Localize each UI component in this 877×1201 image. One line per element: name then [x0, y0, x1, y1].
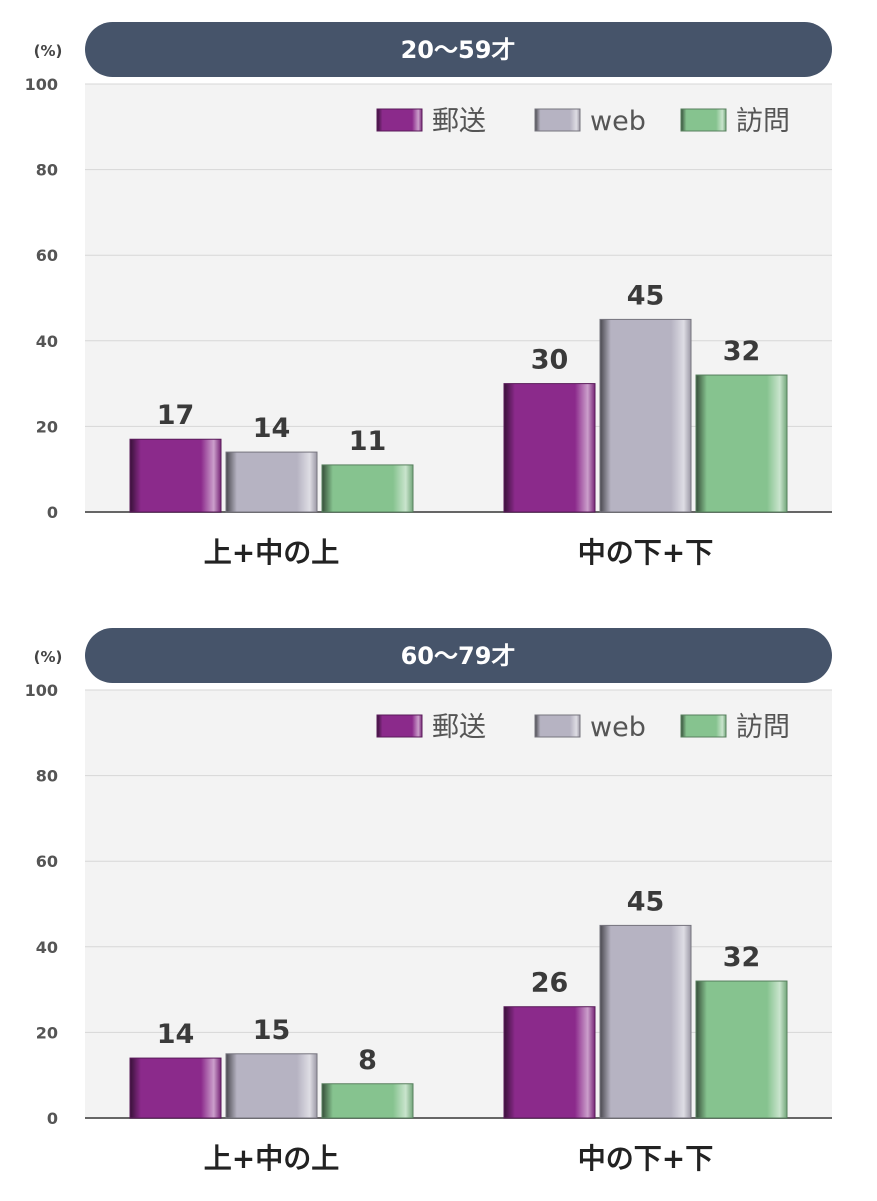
y-tick-label: 60 — [36, 852, 58, 871]
x-category-label: 中の下+下 — [578, 1142, 713, 1175]
bar-web-1 — [225, 451, 318, 513]
legend-swatch-visit — [680, 714, 727, 738]
chart-title: 20〜59才 — [401, 36, 516, 64]
data-label: 45 — [627, 886, 665, 917]
legend-label: web — [590, 106, 646, 137]
y-tick-label: 20 — [36, 417, 58, 436]
legend: 郵送 web 訪問 — [376, 712, 790, 743]
bar-mail-1 — [129, 438, 222, 513]
data-label: 14 — [157, 1019, 195, 1050]
legend: 郵送 web 訪問 — [376, 106, 790, 137]
chart-title-bar — [85, 628, 832, 683]
chart-panel-2: 60〜79才 (%) 0 20 40 60 80 100 14 15 8 上+中の上 26 45 32 中の下… — [25, 628, 832, 1175]
x-category-label: 上+中の上 — [204, 536, 339, 569]
y-tick-label: 100 — [25, 75, 58, 94]
gridlines — [85, 689, 832, 1033]
legend-label: 訪問 — [736, 106, 790, 137]
data-label: 17 — [157, 400, 195, 431]
legend-label: 郵送 — [432, 712, 486, 743]
legend-swatch-mail — [376, 108, 423, 132]
bar-web-2 — [599, 924, 692, 1119]
legend-swatch-mail — [376, 714, 423, 738]
chart-title-bar — [85, 22, 832, 77]
data-label: 26 — [531, 968, 569, 999]
y-tick-label: 20 — [36, 1023, 58, 1042]
bar-mail-2 — [503, 383, 596, 513]
data-label: 32 — [723, 336, 761, 367]
legend-swatch-web — [534, 714, 581, 738]
data-label: 15 — [253, 1015, 291, 1046]
data-label: 45 — [627, 280, 665, 311]
y-tick-label: 0 — [47, 503, 58, 522]
y-tick-label: 40 — [36, 332, 58, 351]
y-tick-label: 0 — [47, 1109, 58, 1128]
legend-label: 訪問 — [736, 712, 790, 743]
legend-label: 郵送 — [432, 106, 486, 137]
bar-mail-1 — [129, 1057, 222, 1119]
x-category-label: 中の下+下 — [578, 536, 713, 569]
x-category-label: 上+中の上 — [204, 1142, 339, 1175]
y-tick-label: 100 — [25, 681, 58, 700]
legend-label: web — [590, 712, 646, 743]
legend-swatch-visit — [680, 108, 727, 132]
chart-title: 60〜79才 — [401, 642, 516, 670]
y-tick-label: 60 — [36, 246, 58, 265]
y-tick-label: 40 — [36, 938, 58, 957]
y-unit-label: (%) — [34, 42, 63, 60]
bar-web-1 — [225, 1053, 318, 1119]
bar-visit-1 — [321, 1083, 414, 1119]
bar-visit-2 — [695, 980, 788, 1119]
chart-panel-1: 20〜59才 (%) 0 20 40 60 80 100 17 14 11 上+中の上 30 45 32 中の… — [25, 22, 832, 569]
y-tick-label: 80 — [36, 161, 58, 180]
data-label: 30 — [531, 345, 569, 376]
y-tick-label: 80 — [36, 767, 58, 786]
data-label: 14 — [253, 413, 291, 444]
legend-swatch-web — [534, 108, 581, 132]
bar-web-2 — [599, 318, 692, 513]
data-label: 11 — [349, 426, 387, 457]
bar-visit-2 — [695, 374, 788, 513]
bar-mail-2 — [503, 1006, 596, 1119]
y-unit-label: (%) — [34, 648, 63, 666]
data-label: 8 — [358, 1045, 377, 1076]
data-label: 32 — [723, 942, 761, 973]
bar-visit-1 — [321, 464, 414, 513]
